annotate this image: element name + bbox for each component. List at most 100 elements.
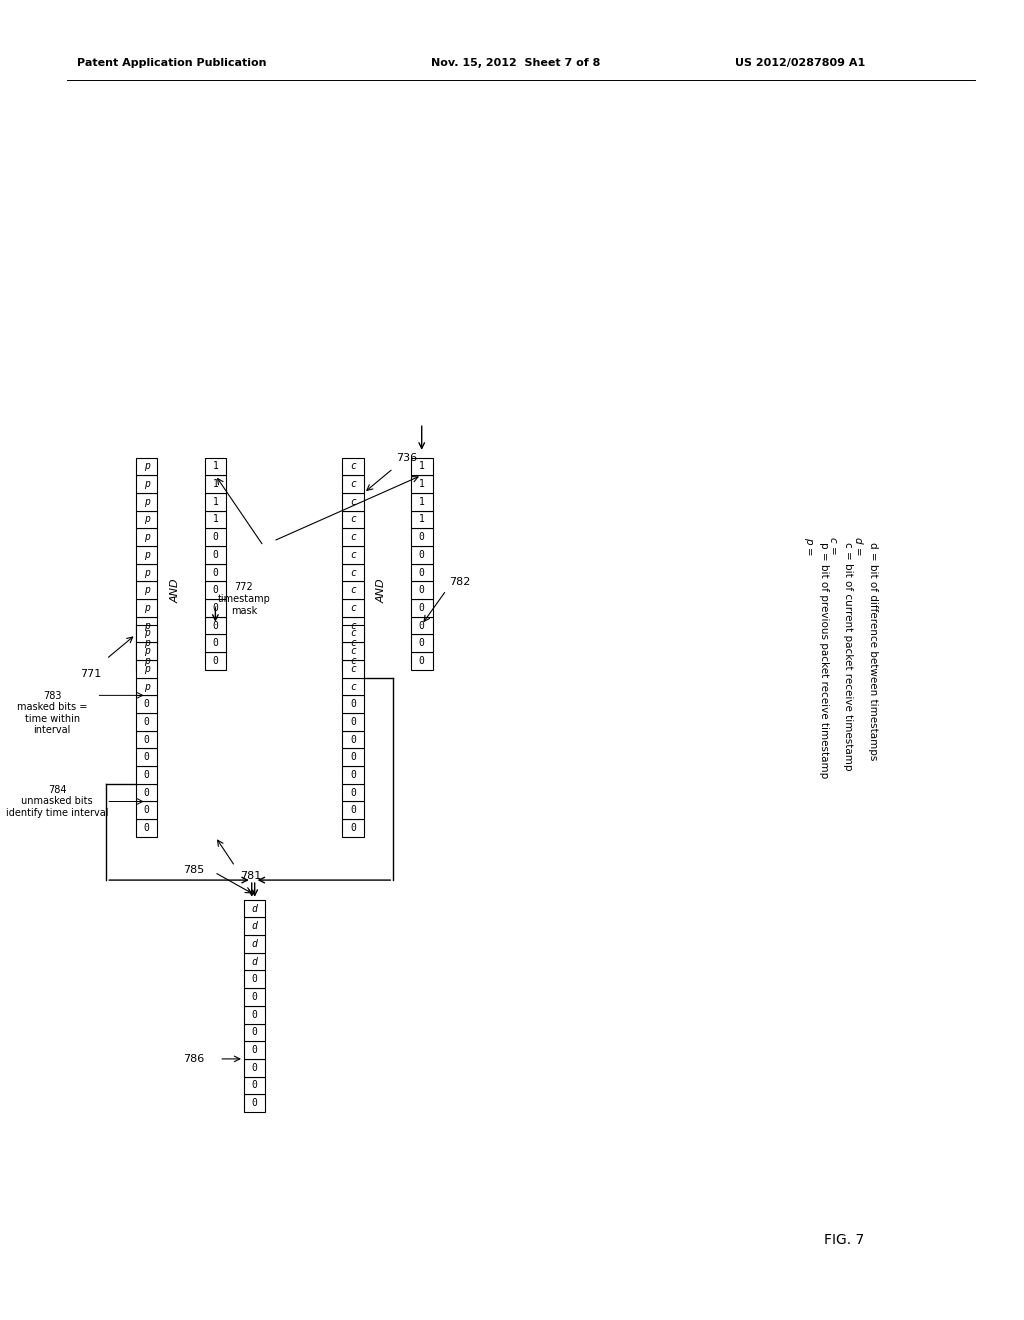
Bar — [244, 1023, 265, 1041]
Text: 0: 0 — [212, 603, 218, 612]
Text: 0: 0 — [212, 568, 218, 578]
Bar — [244, 989, 265, 1006]
Bar — [244, 953, 265, 970]
Text: p: p — [143, 628, 150, 639]
Bar — [342, 784, 364, 801]
Text: 1: 1 — [419, 462, 425, 471]
Bar — [136, 801, 158, 820]
Text: c = bit of current packet receive timestamp: c = bit of current packet receive timest… — [843, 543, 853, 771]
Bar — [342, 475, 364, 492]
Bar — [411, 652, 432, 669]
Text: Patent Application Publication: Patent Application Publication — [77, 58, 266, 67]
Text: 0: 0 — [350, 752, 356, 762]
Bar — [136, 660, 158, 677]
Text: 0: 0 — [143, 770, 150, 780]
Bar — [136, 475, 158, 492]
Bar — [411, 581, 432, 599]
Bar — [342, 458, 364, 475]
Bar — [342, 801, 364, 820]
Bar — [244, 900, 265, 917]
Bar — [136, 599, 158, 616]
Text: d = bit of difference between timestamps: d = bit of difference between timestamps — [867, 543, 878, 760]
Bar — [205, 635, 226, 652]
Text: AND: AND — [377, 578, 386, 602]
Bar — [411, 546, 432, 564]
Bar — [205, 528, 226, 546]
Bar — [342, 660, 364, 677]
Text: c: c — [350, 664, 356, 673]
Text: 0: 0 — [252, 1063, 258, 1073]
Text: 0: 0 — [212, 585, 218, 595]
Bar — [136, 696, 158, 713]
Text: 0: 0 — [419, 550, 425, 560]
Bar — [205, 546, 226, 564]
Bar — [205, 599, 226, 616]
Bar — [136, 511, 158, 528]
Bar — [205, 511, 226, 528]
Text: c: c — [350, 681, 356, 692]
Text: 0: 0 — [350, 700, 356, 709]
Text: d =: d = — [853, 537, 863, 556]
Text: 1: 1 — [212, 479, 218, 490]
Text: p = bit of previous packet receive timestamp: p = bit of previous packet receive times… — [818, 543, 828, 779]
Bar — [205, 616, 226, 635]
Text: 1: 1 — [212, 496, 218, 507]
Bar — [244, 935, 265, 953]
Bar — [136, 713, 158, 731]
Text: p: p — [143, 664, 150, 673]
Text: 1: 1 — [212, 462, 218, 471]
Text: 781: 781 — [240, 871, 261, 882]
Text: c: c — [350, 550, 356, 560]
Text: 736: 736 — [396, 454, 418, 463]
Text: 0: 0 — [419, 603, 425, 612]
Text: 0: 0 — [143, 752, 150, 762]
Bar — [342, 546, 364, 564]
Text: c: c — [350, 628, 356, 639]
Text: 0: 0 — [419, 639, 425, 648]
Text: c: c — [350, 585, 356, 595]
Text: 0: 0 — [252, 1045, 258, 1055]
Text: 1: 1 — [212, 515, 218, 524]
Text: 0: 0 — [252, 1010, 258, 1019]
Text: 0: 0 — [350, 822, 356, 833]
Bar — [342, 643, 364, 660]
Bar — [136, 528, 158, 546]
Bar — [342, 564, 364, 581]
Bar — [244, 1059, 265, 1077]
Bar — [342, 713, 364, 731]
Bar — [411, 599, 432, 616]
Bar — [205, 492, 226, 511]
Bar — [205, 652, 226, 669]
Text: p: p — [143, 496, 150, 507]
Bar — [244, 970, 265, 989]
Text: d: d — [252, 957, 258, 966]
Bar — [411, 475, 432, 492]
Text: 0: 0 — [419, 585, 425, 595]
Text: 0: 0 — [252, 974, 258, 985]
Bar — [136, 635, 158, 652]
Bar — [205, 581, 226, 599]
Text: d: d — [252, 921, 258, 932]
Bar — [136, 748, 158, 766]
Text: p: p — [143, 681, 150, 692]
Text: FIG. 7: FIG. 7 — [823, 1233, 864, 1246]
Bar — [342, 766, 364, 784]
Bar — [244, 1077, 265, 1094]
Text: 1: 1 — [419, 515, 425, 524]
Bar — [411, 511, 432, 528]
Bar — [411, 458, 432, 475]
Text: 786: 786 — [183, 1053, 205, 1064]
Text: 0: 0 — [350, 788, 356, 797]
Bar — [244, 1094, 265, 1111]
Bar — [411, 528, 432, 546]
Bar — [342, 492, 364, 511]
Bar — [136, 458, 158, 475]
Text: 0: 0 — [143, 717, 150, 727]
Text: c: c — [350, 639, 356, 648]
Text: 785: 785 — [183, 866, 205, 875]
Bar — [136, 820, 158, 837]
Bar — [411, 564, 432, 581]
Bar — [342, 635, 364, 652]
Text: p: p — [143, 532, 150, 543]
Bar — [342, 599, 364, 616]
